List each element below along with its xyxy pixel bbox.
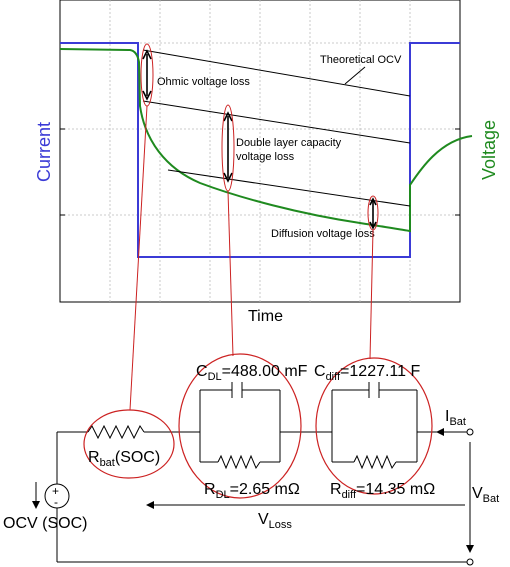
dl-block-callout bbox=[178, 353, 302, 499]
theoretical-ocv-label: Theoretical OCV bbox=[320, 54, 402, 66]
ocv-label: OCV (SOC) bbox=[3, 515, 87, 532]
source-plus: + bbox=[52, 484, 59, 498]
double-layer-label-line2: voltage loss bbox=[236, 151, 295, 163]
diffusion-arrow-head-top bbox=[369, 197, 377, 206]
ocv-source bbox=[44, 483, 70, 509]
ohmic-arrow-head-top bbox=[142, 49, 152, 60]
top-terminal bbox=[466, 428, 474, 436]
rdiff-label: Rdiff=14.35 mΩ bbox=[330, 481, 435, 501]
diffusion-arrow-head-bottom bbox=[369, 221, 377, 230]
left-axis-label: Current bbox=[34, 122, 54, 182]
right-axis-label: Voltage bbox=[479, 120, 499, 180]
current-curve bbox=[60, 42, 460, 258]
rdl-label: RDL=2.65 mΩ bbox=[204, 481, 300, 501]
rdiff-resistor bbox=[353, 454, 397, 470]
ibat-label: IBat bbox=[445, 408, 466, 428]
ohmic-baseline bbox=[142, 100, 411, 144]
vloss-label: VLoss bbox=[258, 511, 292, 531]
rbat-callout bbox=[83, 409, 175, 479]
voltage-curve bbox=[59, 48, 473, 233]
ocv-callout-pointer bbox=[344, 66, 366, 85]
chart: Theoretical OCV Ohmic voltage loss Doubl… bbox=[34, 0, 499, 325]
circuit bbox=[44, 382, 474, 566]
theoretical-ocv-line bbox=[142, 49, 411, 97]
source-minus: - bbox=[54, 495, 58, 509]
grid bbox=[60, 0, 460, 302]
x-axis-label: Time bbox=[248, 308, 283, 325]
rbat-label: Rbat(SOC) bbox=[88, 449, 160, 469]
loss-arrows bbox=[142, 49, 377, 230]
cdl-label: CDL=488.00 mF bbox=[196, 363, 308, 383]
double-layer-label-line1: Double layer capacity bbox=[236, 137, 342, 149]
ohmic-arrow-head-bottom bbox=[142, 90, 152, 101]
double-layer-arrow-head-top bbox=[223, 111, 233, 122]
callout-connectors bbox=[129, 105, 374, 411]
rbat-resistor bbox=[87, 424, 145, 440]
diff-block-callout bbox=[315, 357, 433, 495]
ohmic-loss-label: Ohmic voltage loss bbox=[157, 76, 250, 88]
bottom-terminal bbox=[466, 558, 474, 566]
cdiff-label: Cdiff=1227.11 F bbox=[314, 363, 420, 383]
rdl-resistor bbox=[217, 454, 261, 470]
circuit-arrows bbox=[32, 428, 474, 553]
vbat-label: VBat bbox=[472, 485, 499, 505]
circuit-callouts bbox=[83, 353, 433, 499]
double-layer-arrow-head-bottom bbox=[223, 172, 233, 183]
diffusion-loss-label: Diffusion voltage loss bbox=[271, 228, 375, 240]
